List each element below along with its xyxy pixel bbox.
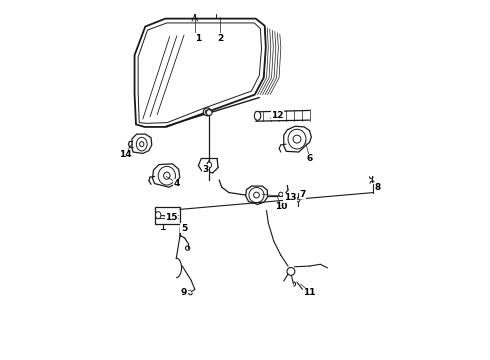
- Ellipse shape: [279, 192, 283, 197]
- Text: 12: 12: [271, 111, 284, 120]
- Text: 5: 5: [181, 224, 187, 233]
- Ellipse shape: [293, 135, 301, 143]
- Ellipse shape: [205, 110, 209, 114]
- Ellipse shape: [249, 188, 264, 203]
- Text: 4: 4: [173, 179, 180, 188]
- Text: 7: 7: [299, 190, 306, 199]
- Text: 3: 3: [202, 165, 209, 174]
- Text: 14: 14: [119, 150, 131, 159]
- Ellipse shape: [296, 198, 300, 202]
- Ellipse shape: [136, 137, 147, 151]
- FancyBboxPatch shape: [155, 207, 180, 224]
- Text: 6: 6: [306, 154, 313, 163]
- Ellipse shape: [203, 108, 211, 116]
- Ellipse shape: [155, 212, 161, 219]
- Text: 2: 2: [217, 34, 223, 43]
- Text: 8: 8: [374, 183, 381, 192]
- Text: 9: 9: [181, 288, 187, 297]
- Text: 15: 15: [165, 213, 178, 222]
- Ellipse shape: [207, 162, 212, 168]
- Ellipse shape: [254, 111, 261, 120]
- Ellipse shape: [287, 267, 295, 275]
- Ellipse shape: [206, 110, 212, 116]
- Text: 1: 1: [195, 34, 201, 43]
- Text: 10: 10: [275, 202, 287, 211]
- Ellipse shape: [288, 129, 306, 149]
- Ellipse shape: [254, 192, 259, 198]
- Text: 11: 11: [303, 288, 316, 297]
- Ellipse shape: [164, 172, 170, 179]
- Text: 13: 13: [284, 193, 296, 202]
- Ellipse shape: [158, 166, 175, 185]
- Ellipse shape: [140, 141, 144, 147]
